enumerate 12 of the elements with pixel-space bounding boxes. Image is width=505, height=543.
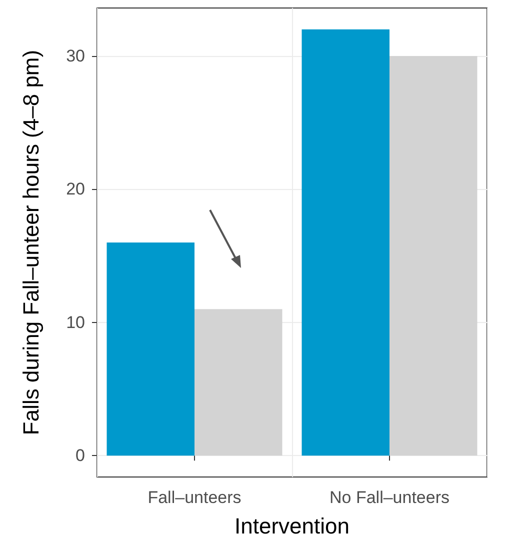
y-axis-title: Falls during Fall–unteer hours (4–8 pm) (18, 50, 44, 436)
bar (194, 309, 282, 456)
x-tick-label: No Fall–unteers (329, 488, 450, 507)
y-tick-label: 0 (76, 446, 85, 466)
y-tick-label: 20 (66, 180, 85, 199)
y-tick-label: 10 (66, 312, 85, 332)
bar (302, 29, 390, 456)
y-tick-label: 30 (66, 46, 85, 66)
x-axis-title: Intervention (234, 514, 350, 538)
x-tick-label: Fall–unteers (148, 488, 242, 507)
bar (106, 242, 194, 456)
bar (390, 56, 478, 456)
